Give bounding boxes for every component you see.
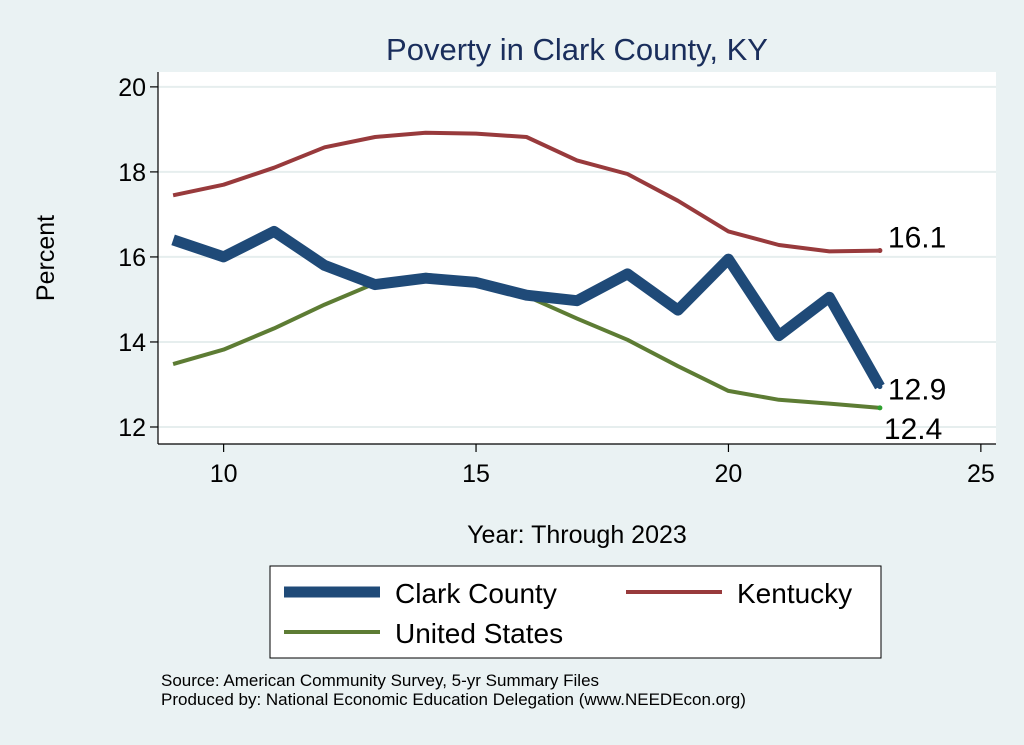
- y-tick-label: 14: [118, 329, 146, 357]
- producer-note: Produced by: National Economic Education…: [161, 690, 746, 709]
- source-note: Source: American Community Survey, 5-yr …: [161, 671, 600, 690]
- end-point-united-states: [877, 405, 883, 411]
- y-tick-label: 16: [118, 244, 146, 272]
- chart-title: Poverty in Clark County, KY: [386, 32, 768, 67]
- series-line-kentucky: [172, 130, 880, 254]
- legend-label-clark-county: Clark County: [395, 578, 557, 609]
- legend-label-united-states: United States: [395, 618, 563, 649]
- end-point-kentucky: [877, 248, 883, 254]
- x-tick-label: 10: [210, 460, 238, 488]
- end-label-clark-county: 12.9: [888, 374, 946, 407]
- end-point-clark-county: [877, 384, 883, 390]
- y-tick-label: 12: [118, 414, 146, 442]
- x-tick-label: 25: [967, 460, 995, 488]
- y-ticks: 12 14 16 18 20: [118, 74, 158, 442]
- end-label-kentucky: 16.1: [888, 222, 946, 255]
- series-line-clark-county: [171, 225, 885, 390]
- legend: Clark County Kentucky United States: [269, 565, 882, 659]
- y-axis-label: Percent: [32, 215, 60, 301]
- x-ticks: 10 15 20 25: [210, 444, 995, 488]
- legend-box: [269, 565, 882, 659]
- x-tick-label: 15: [462, 460, 490, 488]
- end-labels: 12.9 16.1 12.4: [884, 222, 946, 446]
- x-axis-label: Year: Through 2023: [467, 521, 687, 549]
- y-tick-label: 18: [118, 159, 146, 187]
- plot-area: [158, 72, 996, 444]
- end-label-united-states: 12.4: [884, 413, 942, 446]
- series-lines: [171, 130, 885, 411]
- y-tick-label: 20: [118, 74, 146, 102]
- legend-label-kentucky: Kentucky: [737, 578, 852, 609]
- x-tick-label: 20: [715, 460, 743, 488]
